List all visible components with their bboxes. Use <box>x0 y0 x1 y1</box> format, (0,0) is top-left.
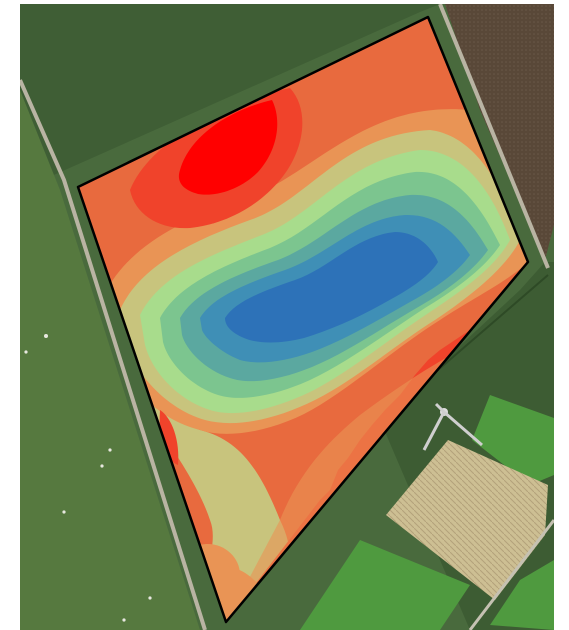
contour-band-1 <box>178 100 278 195</box>
field-left <box>20 90 200 630</box>
contour-band-5-lower <box>127 330 291 622</box>
contour-band-2-left <box>159 410 179 465</box>
road-left <box>20 79 207 630</box>
grass-block-2 <box>300 540 470 630</box>
map-view[interactable] <box>20 4 554 630</box>
road-top <box>438 4 550 269</box>
road-bottom-right <box>468 519 554 630</box>
straw-field <box>386 440 548 600</box>
field-boundary[interactable] <box>76 15 530 624</box>
grass-block-3 <box>490 560 554 630</box>
grass-block-1 <box>472 395 554 485</box>
field-top <box>20 4 440 190</box>
livestock-dots <box>24 334 152 622</box>
wind-turbine <box>422 402 483 451</box>
plowed-field <box>445 4 554 260</box>
contour-band-10 <box>225 232 438 343</box>
